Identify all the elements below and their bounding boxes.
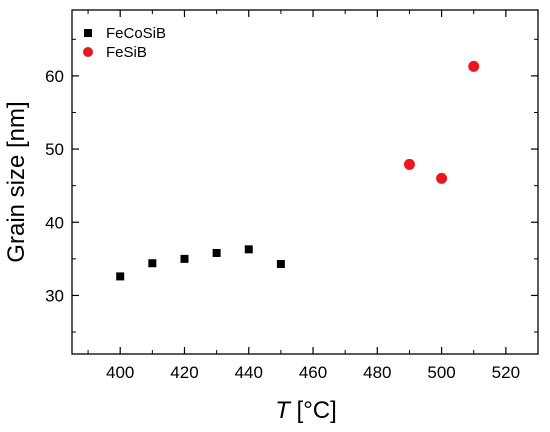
data-point-fesib <box>436 172 448 184</box>
data-point-fecosib <box>212 248 221 257</box>
legend-label-fecosib: FeCoSiB <box>106 25 166 42</box>
x-tick-label: 420 <box>170 363 198 382</box>
data-points <box>116 60 480 281</box>
y-tick-label: 60 <box>45 67 64 86</box>
tick-labels: 400 420 440 460 480 500 520 30 40 50 60 <box>45 67 520 382</box>
x-axis-unit: [°C] <box>290 397 337 424</box>
legend-marker-fecosib <box>84 29 92 37</box>
x-tick-label: 440 <box>235 363 263 382</box>
y-axis-label: Grain size [nm] <box>3 101 30 262</box>
y-tick-label: 40 <box>45 213 64 232</box>
data-point-fecosib <box>180 254 189 263</box>
axis-ticks <box>72 10 539 354</box>
x-tick-label: 480 <box>363 363 391 382</box>
legend: FeCoSiB FeSiB <box>83 25 166 61</box>
x-tick-label: 500 <box>427 363 455 382</box>
data-point-fecosib <box>276 259 285 268</box>
x-tick-label: 400 <box>106 363 134 382</box>
x-tick-label: 520 <box>492 363 520 382</box>
y-tick-label: 50 <box>45 140 64 159</box>
plot-frame <box>71 9 539 355</box>
legend-label-fesib: FeSiB <box>106 44 147 61</box>
x-axis-variable: T <box>275 397 292 424</box>
data-point-fesib <box>468 60 480 72</box>
data-point-fecosib <box>148 259 157 268</box>
x-axis-label: T [°C] <box>275 397 337 424</box>
plot-border <box>71 9 539 355</box>
legend-marker-fesib <box>83 47 93 57</box>
data-point-fesib <box>403 158 415 170</box>
data-point-fecosib <box>244 245 253 254</box>
x-tick-label: 460 <box>299 363 327 382</box>
y-tick-label: 30 <box>45 286 64 305</box>
data-point-fecosib <box>116 272 125 281</box>
